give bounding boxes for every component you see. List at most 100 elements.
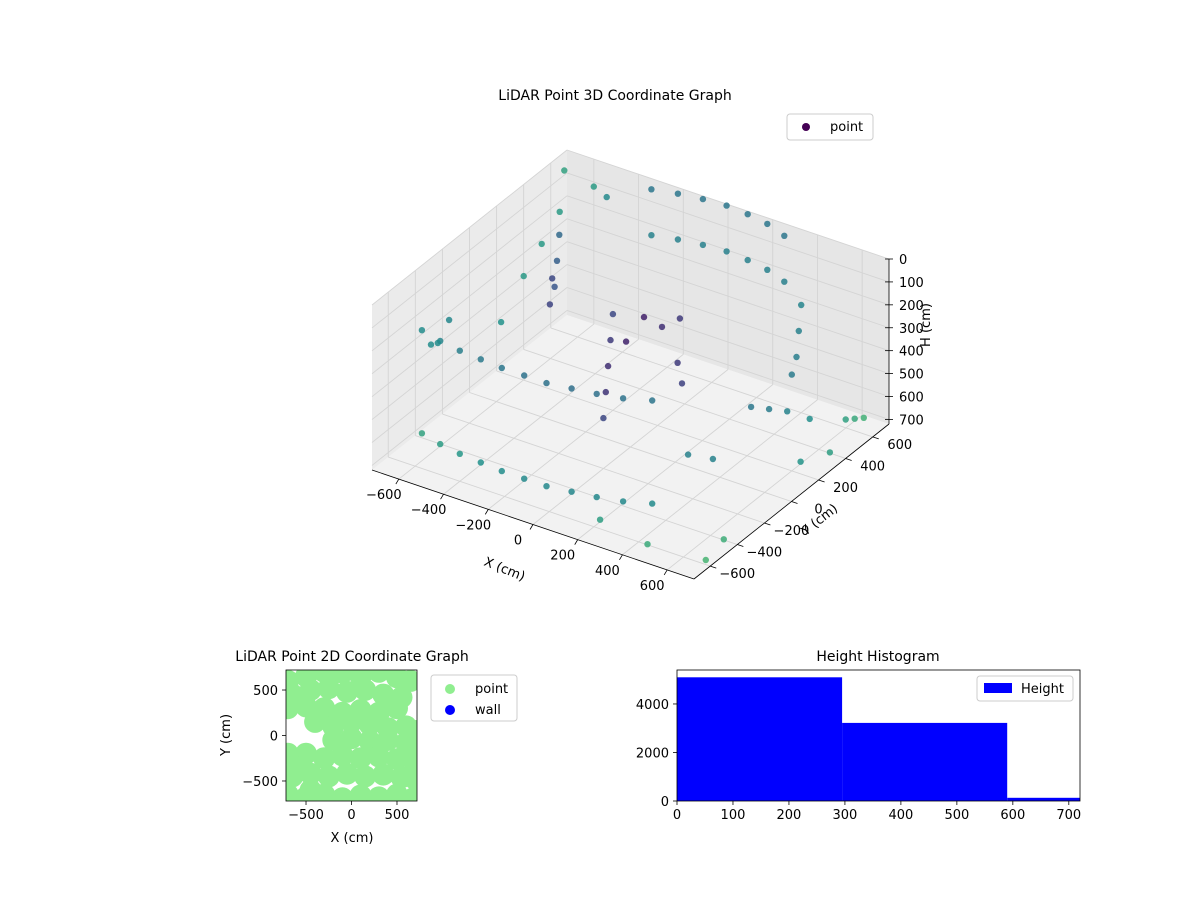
data-point-2d	[286, 697, 299, 720]
y-tick	[791, 501, 798, 504]
grid-line-y	[550, 327, 873, 438]
data-point-3d	[744, 211, 751, 218]
x-tick-label: −600	[366, 488, 402, 503]
x-tick	[619, 554, 623, 560]
histogram-legend: Height	[976, 675, 1074, 702]
data-point-2d	[286, 756, 308, 779]
data-point-3d	[676, 315, 684, 322]
data-point-3d	[602, 388, 609, 396]
data-point-2d	[402, 787, 417, 801]
data-point-3d	[568, 488, 575, 495]
grid-line-z	[371, 241, 568, 398]
data-point-3d	[702, 556, 709, 564]
data-point-3d	[543, 483, 550, 490]
data-point-3d	[699, 195, 707, 203]
data-point-3d	[553, 257, 561, 264]
data-point-3d	[556, 208, 563, 215]
data-point-3d	[860, 414, 867, 421]
data-point-2d	[386, 697, 408, 720]
legend-label-point: point	[475, 682, 508, 697]
data-point-3d	[477, 459, 484, 466]
data-point-3d	[648, 186, 655, 193]
data-point-3d	[497, 318, 505, 326]
data-point-3d	[709, 455, 717, 463]
data-point-3d	[418, 327, 426, 334]
x-tick	[663, 569, 668, 576]
data-point-2d	[331, 744, 354, 767]
data-point-2d	[376, 729, 399, 751]
y-tick-label: 4000	[636, 698, 669, 713]
data-point-2d	[367, 670, 390, 683]
data-point-3d	[640, 313, 648, 321]
data-point-3d	[456, 450, 463, 457]
data-point-3d	[764, 220, 771, 228]
grid-line-z	[566, 218, 890, 329]
legend-swatch-height	[984, 683, 1012, 693]
histogram-title: Height Histogram	[816, 649, 939, 665]
data-point-3d	[543, 379, 550, 387]
data-point-3d	[795, 327, 802, 335]
data-point-3d	[593, 493, 600, 501]
x-tick	[484, 509, 489, 515]
chart-histogram: Height Histogram 0 100 200 300 400 500 600 7000…	[636, 649, 1081, 823]
x-tick-label: 100	[721, 808, 746, 823]
data-point-3d	[699, 241, 707, 249]
x-tick-label: 600	[640, 579, 665, 594]
data-point-3d	[434, 339, 441, 347]
grid-line-y	[523, 349, 846, 459]
chart-3d-plot: −600−400−2000200400600−600−400−200020040…	[366, 149, 934, 594]
y-tick	[710, 565, 717, 569]
z-tick-label: 200	[899, 299, 924, 314]
data-point-3d	[622, 338, 630, 345]
grid-line-z	[566, 241, 890, 352]
data-point-2d	[349, 784, 372, 801]
data-point-3d	[596, 516, 604, 523]
y-tick-label: 0	[661, 795, 669, 810]
data-point-3d	[744, 256, 751, 264]
data-point-2d	[399, 670, 417, 692]
legend-frame	[786, 113, 874, 141]
data-point-3d	[658, 323, 666, 331]
data-point-3d	[723, 248, 730, 255]
data-point-2d	[336, 680, 358, 703]
y-tick-label: 500	[253, 684, 278, 699]
grid-line-y	[496, 370, 819, 481]
grid-line-z	[566, 287, 890, 397]
histogram-bar	[677, 677, 843, 801]
grid-line-y	[388, 456, 711, 567]
data-point-3d	[747, 403, 755, 411]
data-point-3d	[600, 414, 607, 422]
data-point-2d	[331, 787, 354, 801]
data-point-3d	[684, 451, 692, 458]
x-tick	[395, 478, 400, 485]
plot-frame-histogram	[676, 669, 1081, 802]
x-tick-label: 400	[595, 564, 620, 579]
grid-line-z	[566, 172, 890, 283]
y-tick-label: 2000	[636, 746, 669, 761]
legend-label-wall: wall	[475, 703, 501, 718]
data-point-3d	[609, 310, 617, 318]
data-point-3d	[797, 458, 804, 465]
data-point-2d	[358, 713, 381, 736]
y-tick-label: 600	[887, 438, 912, 453]
grid-line-z	[371, 172, 568, 329]
y-tick-label: 200	[833, 481, 858, 496]
grid-line-z	[371, 264, 568, 420]
x-tick-label: 200	[777, 808, 802, 823]
grid-line-z	[371, 310, 568, 466]
data-point-3d	[781, 232, 788, 239]
data-point-3d	[521, 475, 528, 482]
x-tick-label: 600	[1000, 808, 1025, 823]
y-tick-label: 0	[270, 730, 278, 745]
x-axis-label: X (cm)	[482, 555, 527, 585]
data-point-2d	[386, 748, 408, 771]
data-point-3d	[806, 415, 813, 423]
data-point-3d	[456, 347, 463, 354]
data-point-3d	[568, 385, 575, 392]
data-point-2d	[372, 683, 395, 706]
data-point-3d	[781, 278, 788, 285]
grid-line-y	[415, 435, 738, 545]
data-point-2d	[299, 779, 322, 801]
data-point-3d	[788, 371, 795, 378]
data-point-3d	[619, 498, 627, 505]
